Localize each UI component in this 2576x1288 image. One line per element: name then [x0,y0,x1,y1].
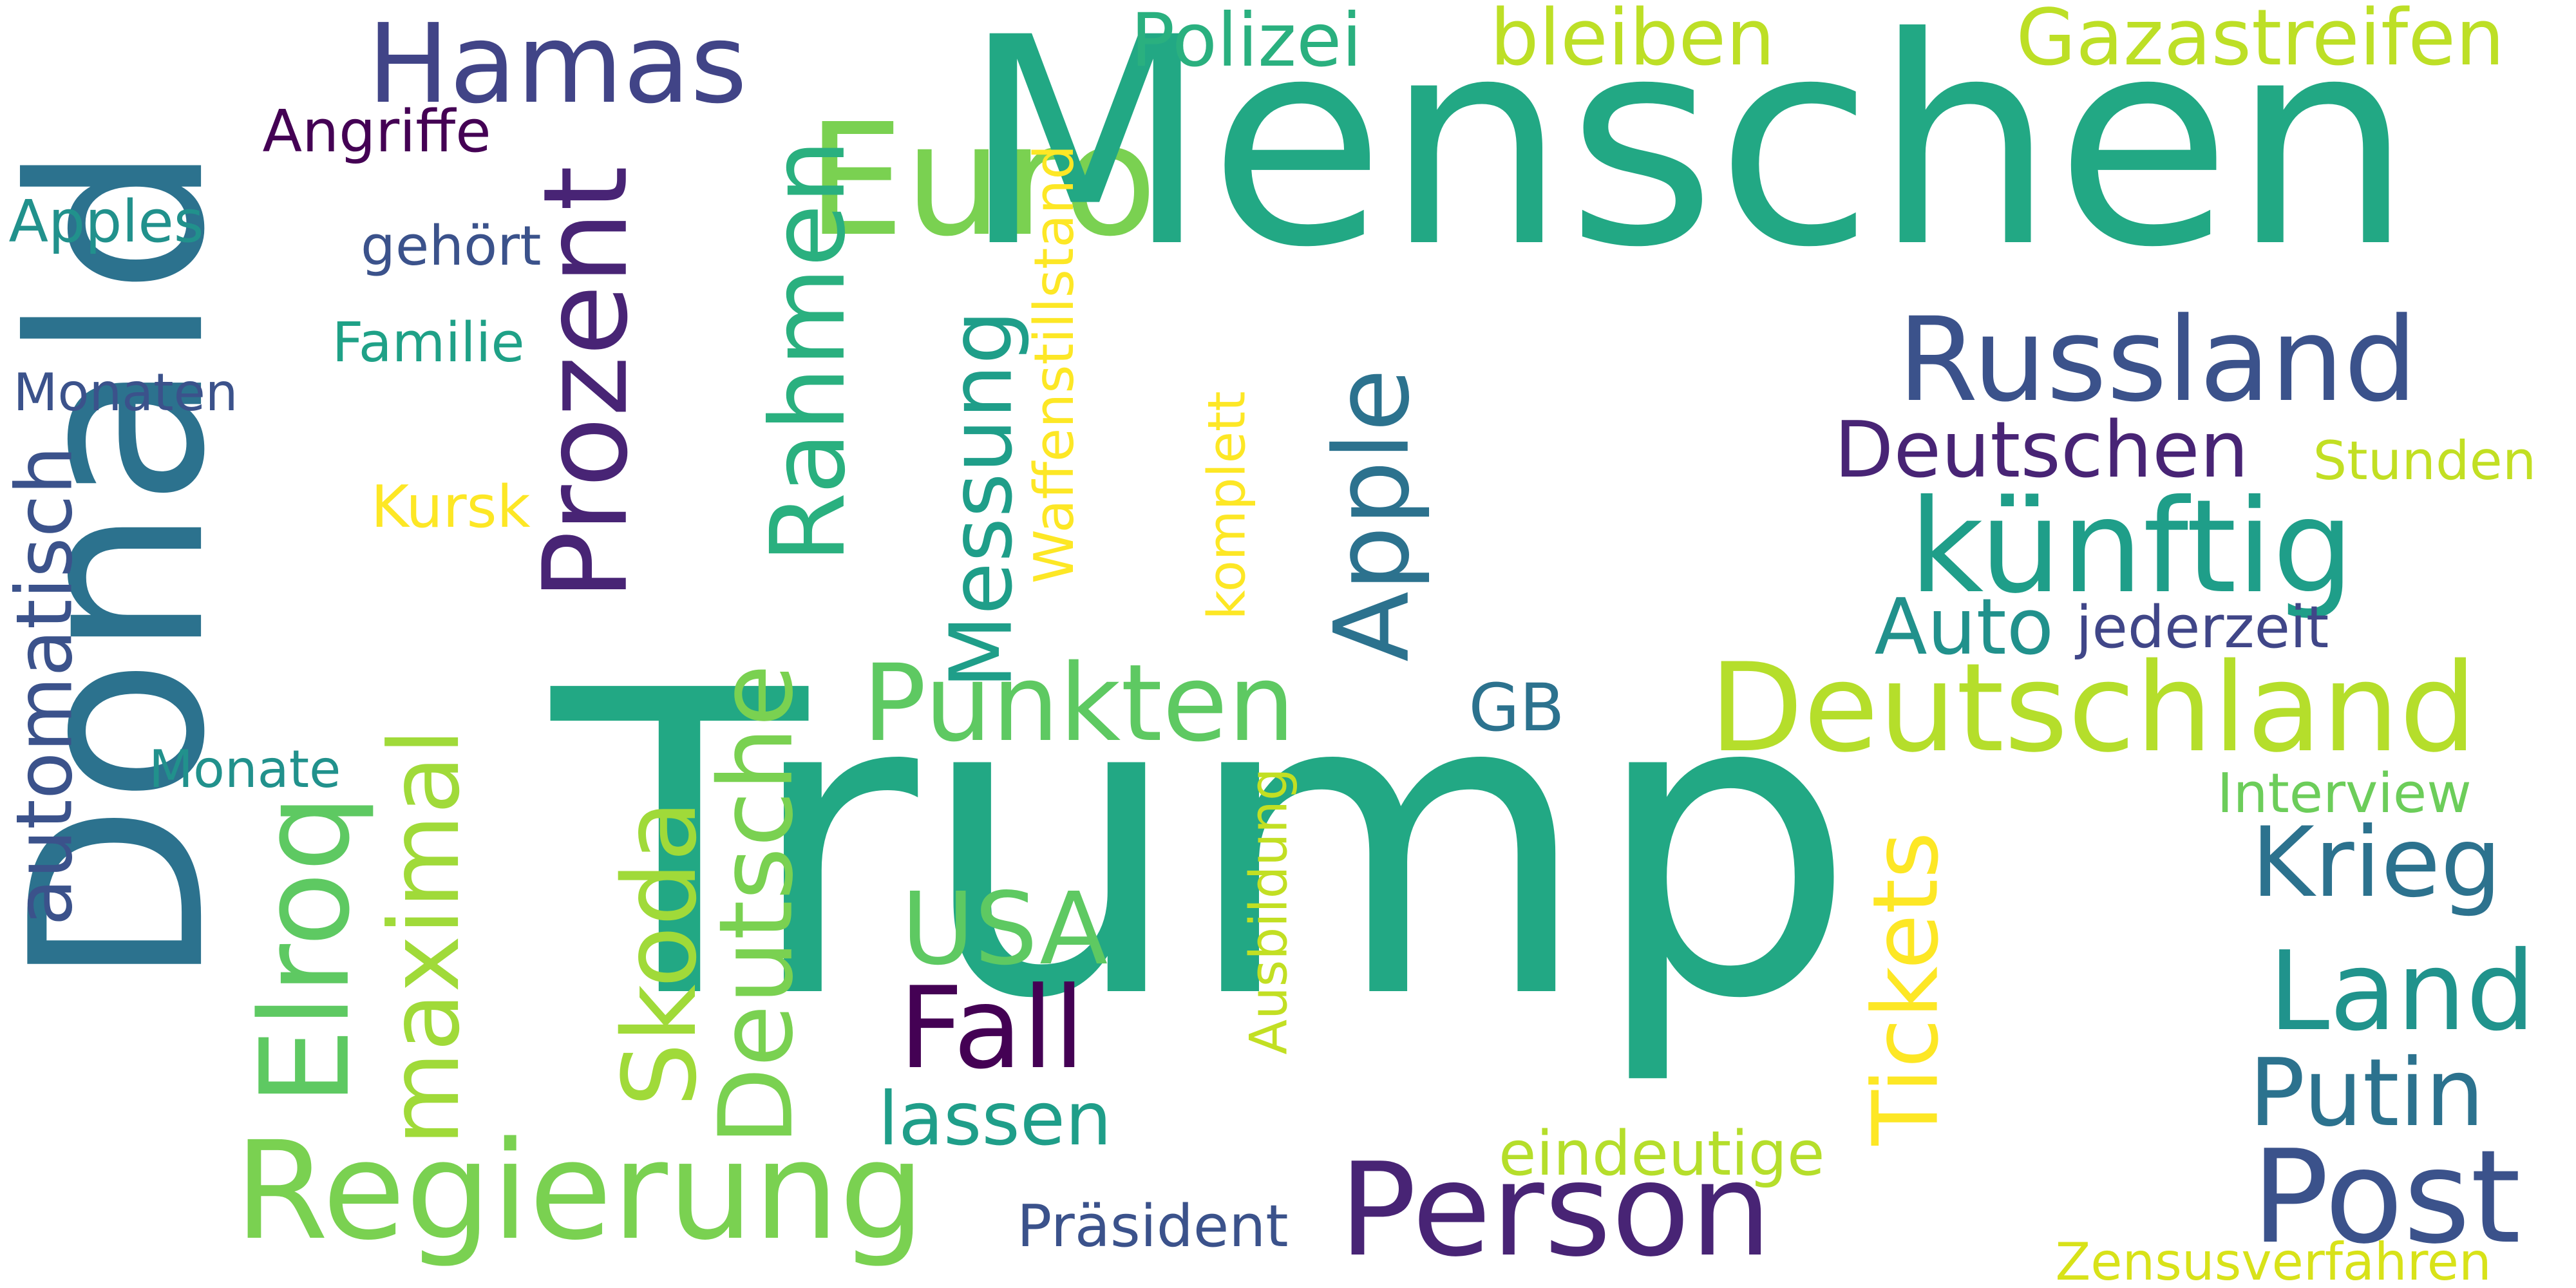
word-zensusverfahren: Zensusverfahren [2055,1232,2492,1288]
word-punkten: Punkten [862,641,1296,765]
word-deutschen: Deutschen [1834,406,2249,495]
word-auto: Auto [1874,583,2054,672]
word-komplett: komplett [1197,391,1257,620]
word-gb: GB [1468,670,1565,746]
word-ausbildung: Ausbildung [1238,768,1299,1055]
word-automatisch: automatisch [0,446,90,926]
word-waffenstillstand: Waffenstillstand [1023,144,1087,583]
word-interview: Interview [2217,762,2472,826]
word-tickets: Tickets [1853,831,1959,1146]
word-jederzeit: jederzeit [2076,594,2329,661]
word-fall: Fall [898,963,1085,1094]
word-kuenftig: künftig [1909,472,2354,622]
word-eindeutige: eindeutige [1499,1119,1825,1189]
word-prozent: Prozent [518,166,654,601]
word-maximal: maximal [369,728,482,1146]
word-apple: Apple [1311,368,1432,662]
word-elroq: Elroq [234,794,377,1106]
word-lassen: lassen [878,1075,1112,1162]
word-praesident: Präsident [1017,1193,1289,1260]
word-apples: Apples [8,188,204,256]
word-bleiben: bleiben [1490,0,1776,83]
word-gehoert: gehört [361,214,542,278]
word-gazastreifen: Gazastreifen [2016,0,2505,83]
word-trump: Trump [551,603,1857,1090]
word-menschen: Menschen [961,0,2414,310]
word-messung: Messung [932,309,1032,689]
word-putin: Putin [2249,1039,2485,1148]
word-monaten: Monaten [13,363,238,422]
word-krieg: Krieg [2251,807,2502,919]
word-russland: Russland [1897,293,2418,428]
word-person: Person [1339,1135,1772,1285]
word-hamas: Hamas [367,1,748,128]
word-monate: Monate [149,739,341,799]
word-regierung: Regierung [234,1112,925,1270]
word-polizei: Polizei [1130,0,1362,83]
word-kursk: Kursk [371,473,531,541]
word-stunden: Stunden [2313,429,2537,492]
word-angriffe: Angriffe [262,98,491,166]
word-deutsche: Deutsche [697,664,816,1146]
word-usa: USA [901,871,1108,987]
word-post: Post [2251,1122,2521,1273]
word-land: Land [2268,928,2536,1056]
word-rahmen: Rahmen [748,138,868,564]
word-euro: Euro [807,90,1157,270]
word-skoda: Skoda [601,799,719,1107]
word-deutschland: Deutschland [1709,637,2477,779]
word-familie: Familie [332,311,525,375]
